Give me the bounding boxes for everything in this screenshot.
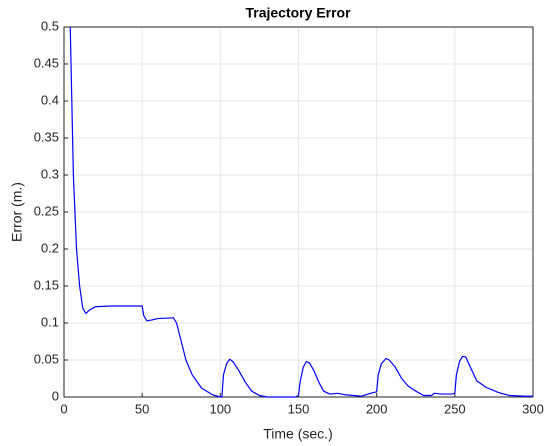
- y-tick-label: 0.4: [41, 92, 59, 107]
- y-tick-label: 0: [52, 388, 59, 403]
- chart-title: Trajectory Error: [245, 5, 351, 21]
- data-line: [69, 26, 533, 398]
- plot-frame: [63, 26, 534, 398]
- x-tick-label: 100: [209, 401, 231, 416]
- y-tick-label: 0.1: [41, 314, 59, 329]
- x-tick-label: 50: [135, 401, 149, 416]
- y-tick-label: 0.45: [34, 55, 59, 70]
- x-tick-label: 200: [366, 401, 388, 416]
- y-tick-label: 0.35: [34, 129, 59, 144]
- x-tick-label: 250: [444, 401, 466, 416]
- y-tick-label: 0.05: [34, 351, 59, 366]
- x-tick-label: 300: [522, 401, 544, 416]
- y-axis-label: Error (m.): [9, 182, 25, 242]
- x-tick-label: 150: [288, 401, 310, 416]
- y-tick-label: 0.15: [34, 277, 59, 292]
- x-tick-label: 0: [60, 401, 67, 416]
- y-tick-label: 0.2: [41, 240, 59, 255]
- y-tick-label: 0.25: [34, 203, 59, 218]
- y-tick-label: 0.5: [41, 18, 59, 33]
- y-tick-label: 0.3: [41, 166, 59, 181]
- x-axis-label: Time (sec.): [263, 426, 332, 442]
